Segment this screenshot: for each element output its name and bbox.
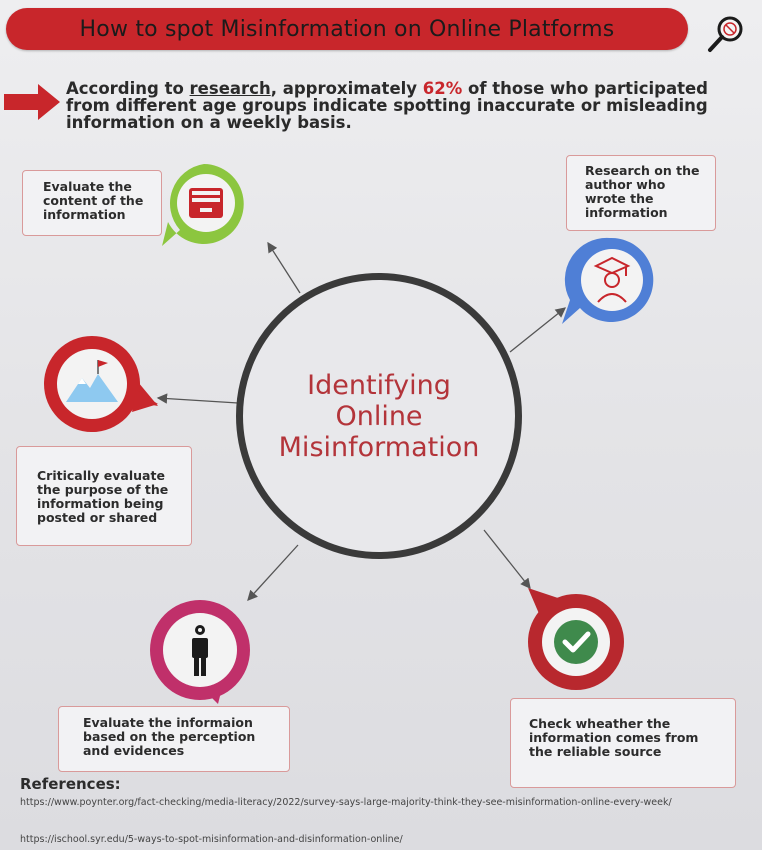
step-author-label: Research on the author who wrote the inf…: [566, 155, 716, 231]
references-title: References:: [20, 775, 121, 793]
title-banner: How to spot Misinformation on Online Pla…: [6, 8, 688, 50]
graduate-icon: [562, 237, 654, 324]
center-title-line: Misinformation: [278, 431, 480, 463]
step-perception-label: Evaluate the informaion based on the per…: [58, 706, 290, 772]
step-source-label: Check wheather the information comes fro…: [510, 698, 736, 788]
center-title-line: Identifying: [307, 369, 451, 401]
drawer-icon: [162, 164, 244, 246]
center-title-line: Online: [335, 400, 423, 432]
research-link[interactable]: research: [189, 79, 271, 98]
reference-link[interactable]: https://ischool.syr.edu/5-ways-to-spot-m…: [20, 834, 403, 845]
percent-highlight: 62%: [422, 79, 463, 98]
arrow-right-icon: [4, 84, 60, 120]
center-circle: Identifying Online Misinformation: [236, 273, 522, 559]
step-purpose-label: Critically evaluate the purpose of the i…: [16, 446, 192, 546]
intro-part: According to: [66, 79, 190, 98]
intro-text: According to research, approximately 62%…: [66, 80, 746, 131]
person-gear-icon: [150, 600, 250, 704]
intro-part: of those who participated from different…: [66, 79, 708, 132]
magnifier-icon: [708, 16, 743, 52]
step-content-label: Evaluate the content of the information: [22, 170, 162, 236]
reference-link[interactable]: https://www.poynter.org/fact-checking/me…: [20, 797, 672, 808]
checkmark-icon: [528, 588, 624, 690]
intro-part: , approximately: [270, 79, 423, 98]
page-title: How to spot Misinformation on Online Pla…: [79, 16, 615, 42]
mountain-flag-icon: [44, 336, 158, 432]
